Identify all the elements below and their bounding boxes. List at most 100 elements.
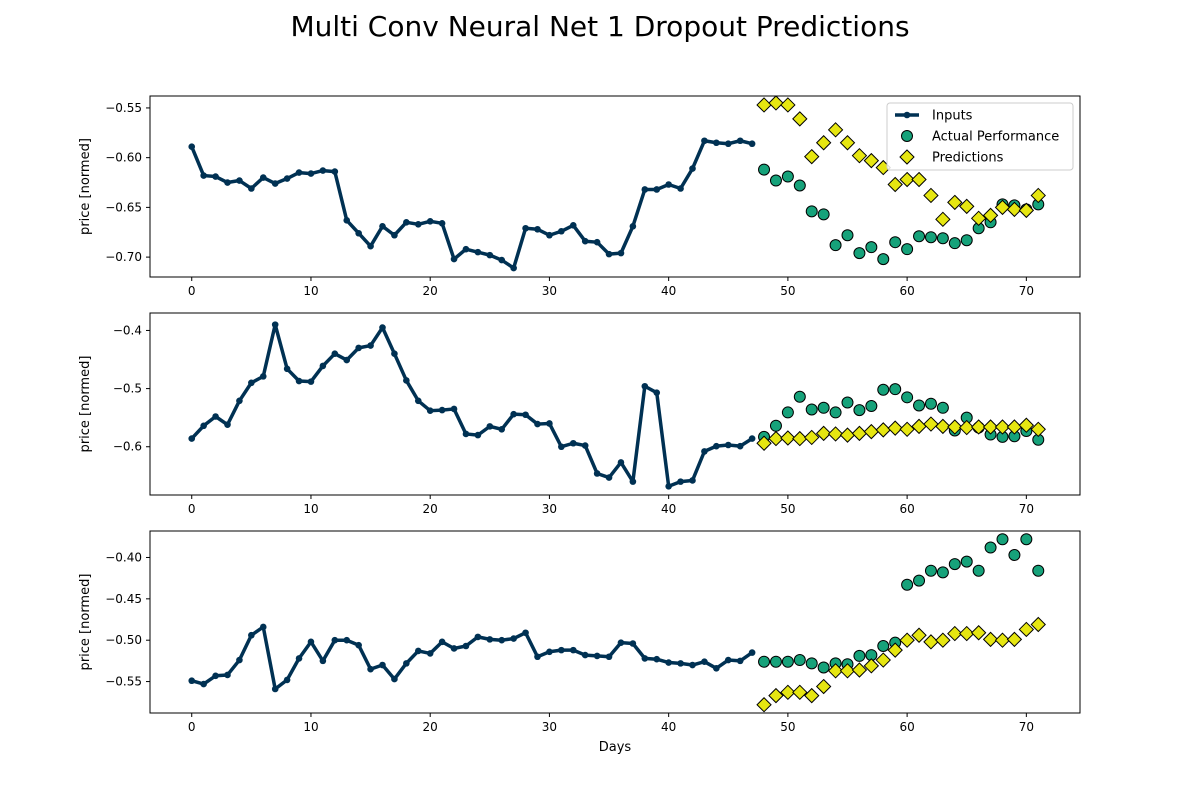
inputs-point — [665, 482, 672, 490]
prediction-point — [887, 420, 903, 436]
inputs-point — [701, 448, 708, 455]
inputs-point — [295, 655, 303, 662]
inputs-point — [331, 350, 339, 358]
inputs-point — [581, 651, 589, 659]
inputs-point — [355, 641, 362, 649]
inputs-point — [343, 356, 351, 364]
inputs-point — [403, 660, 410, 667]
prediction-point — [959, 625, 975, 642]
x-tick-label: 60 — [899, 502, 914, 516]
actual-point — [901, 391, 914, 404]
chart-title: Multi Conv Neural Net 1 Dropout Predicti… — [290, 10, 910, 43]
inputs-point — [283, 365, 291, 373]
inputs-point — [283, 175, 291, 182]
x-tick-label: 70 — [1019, 502, 1034, 516]
legend-predictions-marker — [899, 149, 915, 165]
actual-point — [841, 396, 854, 409]
inputs-point — [200, 172, 207, 179]
inputs-point — [319, 167, 327, 174]
inputs-point — [200, 422, 207, 430]
prediction-point — [804, 429, 820, 446]
inputs-point — [438, 638, 446, 646]
inputs-point — [367, 665, 374, 673]
inputs-point — [391, 231, 398, 239]
inputs-point — [188, 677, 196, 685]
plot-area — [188, 321, 1046, 490]
inputs-point — [713, 139, 720, 147]
prediction-point — [768, 687, 784, 704]
actual-point — [1008, 548, 1021, 561]
inputs-point — [236, 656, 243, 664]
prediction-point — [947, 625, 963, 642]
inputs-point — [534, 420, 541, 428]
inputs-point — [617, 459, 625, 466]
inputs-point — [438, 219, 446, 227]
x-tick-label: 20 — [423, 502, 438, 516]
prediction-point — [970, 419, 987, 435]
prediction-point — [1018, 621, 1035, 638]
inputs-point — [462, 642, 470, 650]
prediction-point — [899, 171, 915, 188]
inputs-point — [462, 245, 470, 253]
actual-point — [924, 564, 937, 577]
prediction-point — [863, 423, 880, 440]
actual-point — [913, 574, 926, 587]
actual-point — [948, 237, 961, 250]
inputs-point — [450, 255, 458, 263]
inputs-point — [736, 657, 744, 665]
prediction-point — [911, 627, 927, 643]
prediction-point — [863, 658, 880, 674]
inputs-point — [736, 442, 744, 450]
inputs-point — [522, 629, 529, 637]
inputs-point — [701, 137, 708, 145]
inputs-point — [259, 623, 267, 631]
y-axis-label: price [normed] — [78, 138, 93, 235]
chart-panel-1: 0 10 20 30 40 50 60 70 −0.70 −0.65 −0.60 −0.55 price… — [78, 95, 1081, 298]
inputs-point — [677, 185, 684, 192]
inputs-point — [271, 685, 279, 693]
inputs-point — [414, 397, 422, 405]
inputs-point — [212, 173, 219, 180]
prediction-point — [804, 687, 820, 704]
inputs-point — [641, 186, 649, 193]
inputs-point — [355, 229, 362, 237]
inputs-point — [379, 661, 386, 669]
actual-point — [889, 383, 902, 396]
prediction-point — [982, 631, 999, 648]
inputs-point — [426, 218, 434, 225]
inputs-point — [248, 185, 255, 192]
inputs-point — [546, 648, 553, 656]
inputs-point — [414, 647, 422, 655]
actual-point — [936, 566, 949, 579]
prediction-point — [827, 426, 844, 442]
prediction-point — [899, 632, 915, 648]
inputs-point — [641, 382, 649, 390]
prediction-point — [839, 663, 856, 679]
inputs-point — [343, 636, 351, 644]
prediction-point — [780, 684, 796, 701]
inputs-point — [236, 397, 243, 405]
legend-label: Predictions — [932, 151, 1004, 166]
actual-point — [817, 208, 830, 221]
actual-point — [853, 649, 866, 662]
inputs-point — [748, 435, 756, 442]
actual-point — [805, 657, 818, 670]
x-tick-label: 30 — [542, 284, 557, 298]
x-tick-label: 10 — [303, 720, 318, 734]
prediction-point — [923, 416, 939, 432]
inputs-line — [191, 625, 754, 691]
inputs-point — [510, 410, 517, 418]
prediction-point — [756, 435, 772, 451]
inputs-point — [701, 658, 708, 666]
actual-point — [960, 555, 973, 568]
inputs-point — [200, 680, 207, 688]
prediction-point — [959, 419, 975, 436]
inputs-point — [283, 676, 291, 684]
prediction-point — [970, 625, 987, 641]
inputs-point — [188, 143, 196, 151]
inputs-point — [450, 405, 458, 413]
inputs-point — [724, 140, 732, 148]
prediction-point — [1006, 631, 1023, 648]
inputs-point — [629, 640, 637, 647]
